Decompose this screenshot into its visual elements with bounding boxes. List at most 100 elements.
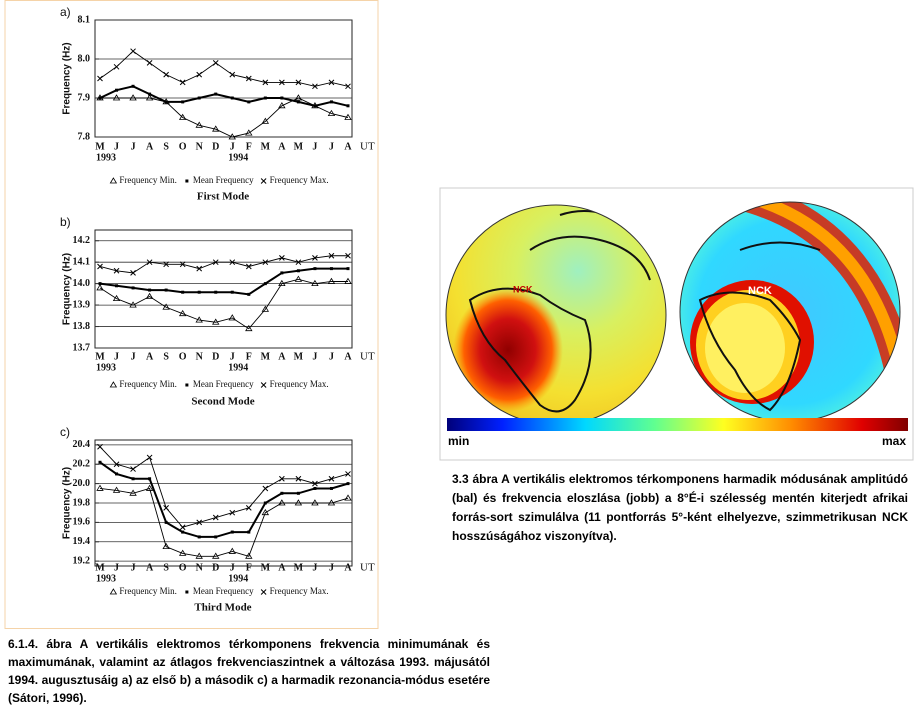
marker-min xyxy=(195,121,203,128)
year-label: 1994 xyxy=(228,573,248,584)
y-tick-label: 14.1 xyxy=(73,256,91,267)
series-line xyxy=(99,446,349,528)
marker-max xyxy=(113,63,120,70)
marker-max xyxy=(279,79,285,86)
marker-max xyxy=(245,263,252,270)
marker-max xyxy=(179,261,186,268)
marker-min xyxy=(178,549,187,556)
marker-mean xyxy=(181,290,185,294)
marker-min xyxy=(278,279,286,287)
marker-min xyxy=(145,484,154,491)
marker-max xyxy=(312,83,318,90)
marker-min xyxy=(96,484,104,491)
marker-max xyxy=(229,259,236,266)
legend-marker xyxy=(109,588,118,595)
marker-mean xyxy=(247,292,251,296)
x-tick-label: M xyxy=(95,351,105,362)
y-axis-label: Frequency (Hz) xyxy=(62,467,73,539)
marker-max xyxy=(262,485,269,492)
y-tick-label: 14.0 xyxy=(73,278,91,289)
marker-max xyxy=(179,524,186,531)
y-tick-label: 20.0 xyxy=(73,478,91,489)
x-tick-label: J xyxy=(131,351,136,362)
marker-mean xyxy=(346,482,350,486)
marker-min xyxy=(245,552,253,559)
x-tick-label: A xyxy=(344,141,352,152)
marker-max xyxy=(345,252,351,259)
legend-label: Mean Frequency xyxy=(193,586,254,596)
marker-mean xyxy=(263,282,267,286)
marker-max xyxy=(279,475,285,482)
marker-mean xyxy=(230,96,234,100)
marker-mean xyxy=(98,282,102,286)
marker-max xyxy=(97,75,103,82)
x-tick-label: A xyxy=(344,351,352,362)
marker-max xyxy=(130,48,136,55)
frequency-globe xyxy=(680,202,900,422)
marker-mean xyxy=(214,92,218,96)
marker-max xyxy=(262,79,269,86)
marker-max xyxy=(312,480,318,487)
marker-min xyxy=(145,94,154,101)
legend-label: Frequency Min. xyxy=(119,175,177,185)
marker-max xyxy=(279,255,285,261)
marker-mean xyxy=(280,96,284,100)
marker-min xyxy=(278,102,286,109)
marker-min xyxy=(228,314,236,321)
marker-mean xyxy=(148,92,152,96)
marker-mean xyxy=(230,290,234,294)
x-tick-label: M xyxy=(261,562,271,573)
legend-label: Mean Frequency xyxy=(193,379,254,389)
marker-min xyxy=(245,129,253,136)
x-tick-label: M xyxy=(294,351,304,362)
panel-label: a) xyxy=(60,5,71,19)
x-tick-label: S xyxy=(163,351,169,362)
x-tick-label: D xyxy=(212,351,219,362)
marker-min xyxy=(228,547,236,554)
nck-label: NCK xyxy=(748,285,772,297)
marker-mean xyxy=(98,96,102,100)
marker-max xyxy=(97,263,103,270)
legend-marker xyxy=(109,381,118,388)
panel-label: b) xyxy=(60,215,71,229)
marker-min xyxy=(327,499,336,506)
colorbar-min: min xyxy=(448,434,469,448)
x-tick-label: A xyxy=(146,562,154,573)
marker-max xyxy=(196,519,203,526)
x-tick-label: M xyxy=(95,562,105,573)
marker-max xyxy=(113,461,120,468)
y-tick-label: 13.7 xyxy=(73,342,91,353)
x-tick-label: A xyxy=(146,351,154,362)
x-tick-label: M xyxy=(294,141,304,152)
marker-min xyxy=(261,117,270,124)
marker-mean xyxy=(329,100,333,104)
x-tick-label: J xyxy=(230,351,235,362)
amplitude-globe xyxy=(446,205,666,425)
marker-max xyxy=(229,71,236,78)
y-tick-label: 13.8 xyxy=(73,321,91,332)
y-tick-label: 7.9 xyxy=(78,92,91,103)
series-line xyxy=(99,85,349,107)
marker-min xyxy=(294,499,303,506)
year-label: 1994 xyxy=(228,362,248,373)
marker-mean xyxy=(131,477,135,481)
y-tick-label: 19.8 xyxy=(73,497,91,508)
marker-mean xyxy=(164,520,168,524)
x-tick-label: J xyxy=(329,141,334,152)
marker-max xyxy=(262,259,269,266)
marker-max xyxy=(328,475,335,482)
y-tick-label: 7.8 xyxy=(78,131,91,142)
marker-min xyxy=(178,113,187,120)
marker-max xyxy=(179,79,186,86)
x-tick-label: O xyxy=(179,141,187,152)
x-tick-label: M xyxy=(294,562,304,573)
legend-label: Frequency Min. xyxy=(119,379,177,389)
marker-max xyxy=(245,75,252,82)
chart-title: First Mode xyxy=(197,191,249,203)
marker-mean xyxy=(214,535,218,539)
x-tick-label: M xyxy=(261,141,271,152)
marker-min xyxy=(112,486,121,493)
x-tick-label: J xyxy=(230,141,235,152)
marker-min xyxy=(178,309,187,317)
